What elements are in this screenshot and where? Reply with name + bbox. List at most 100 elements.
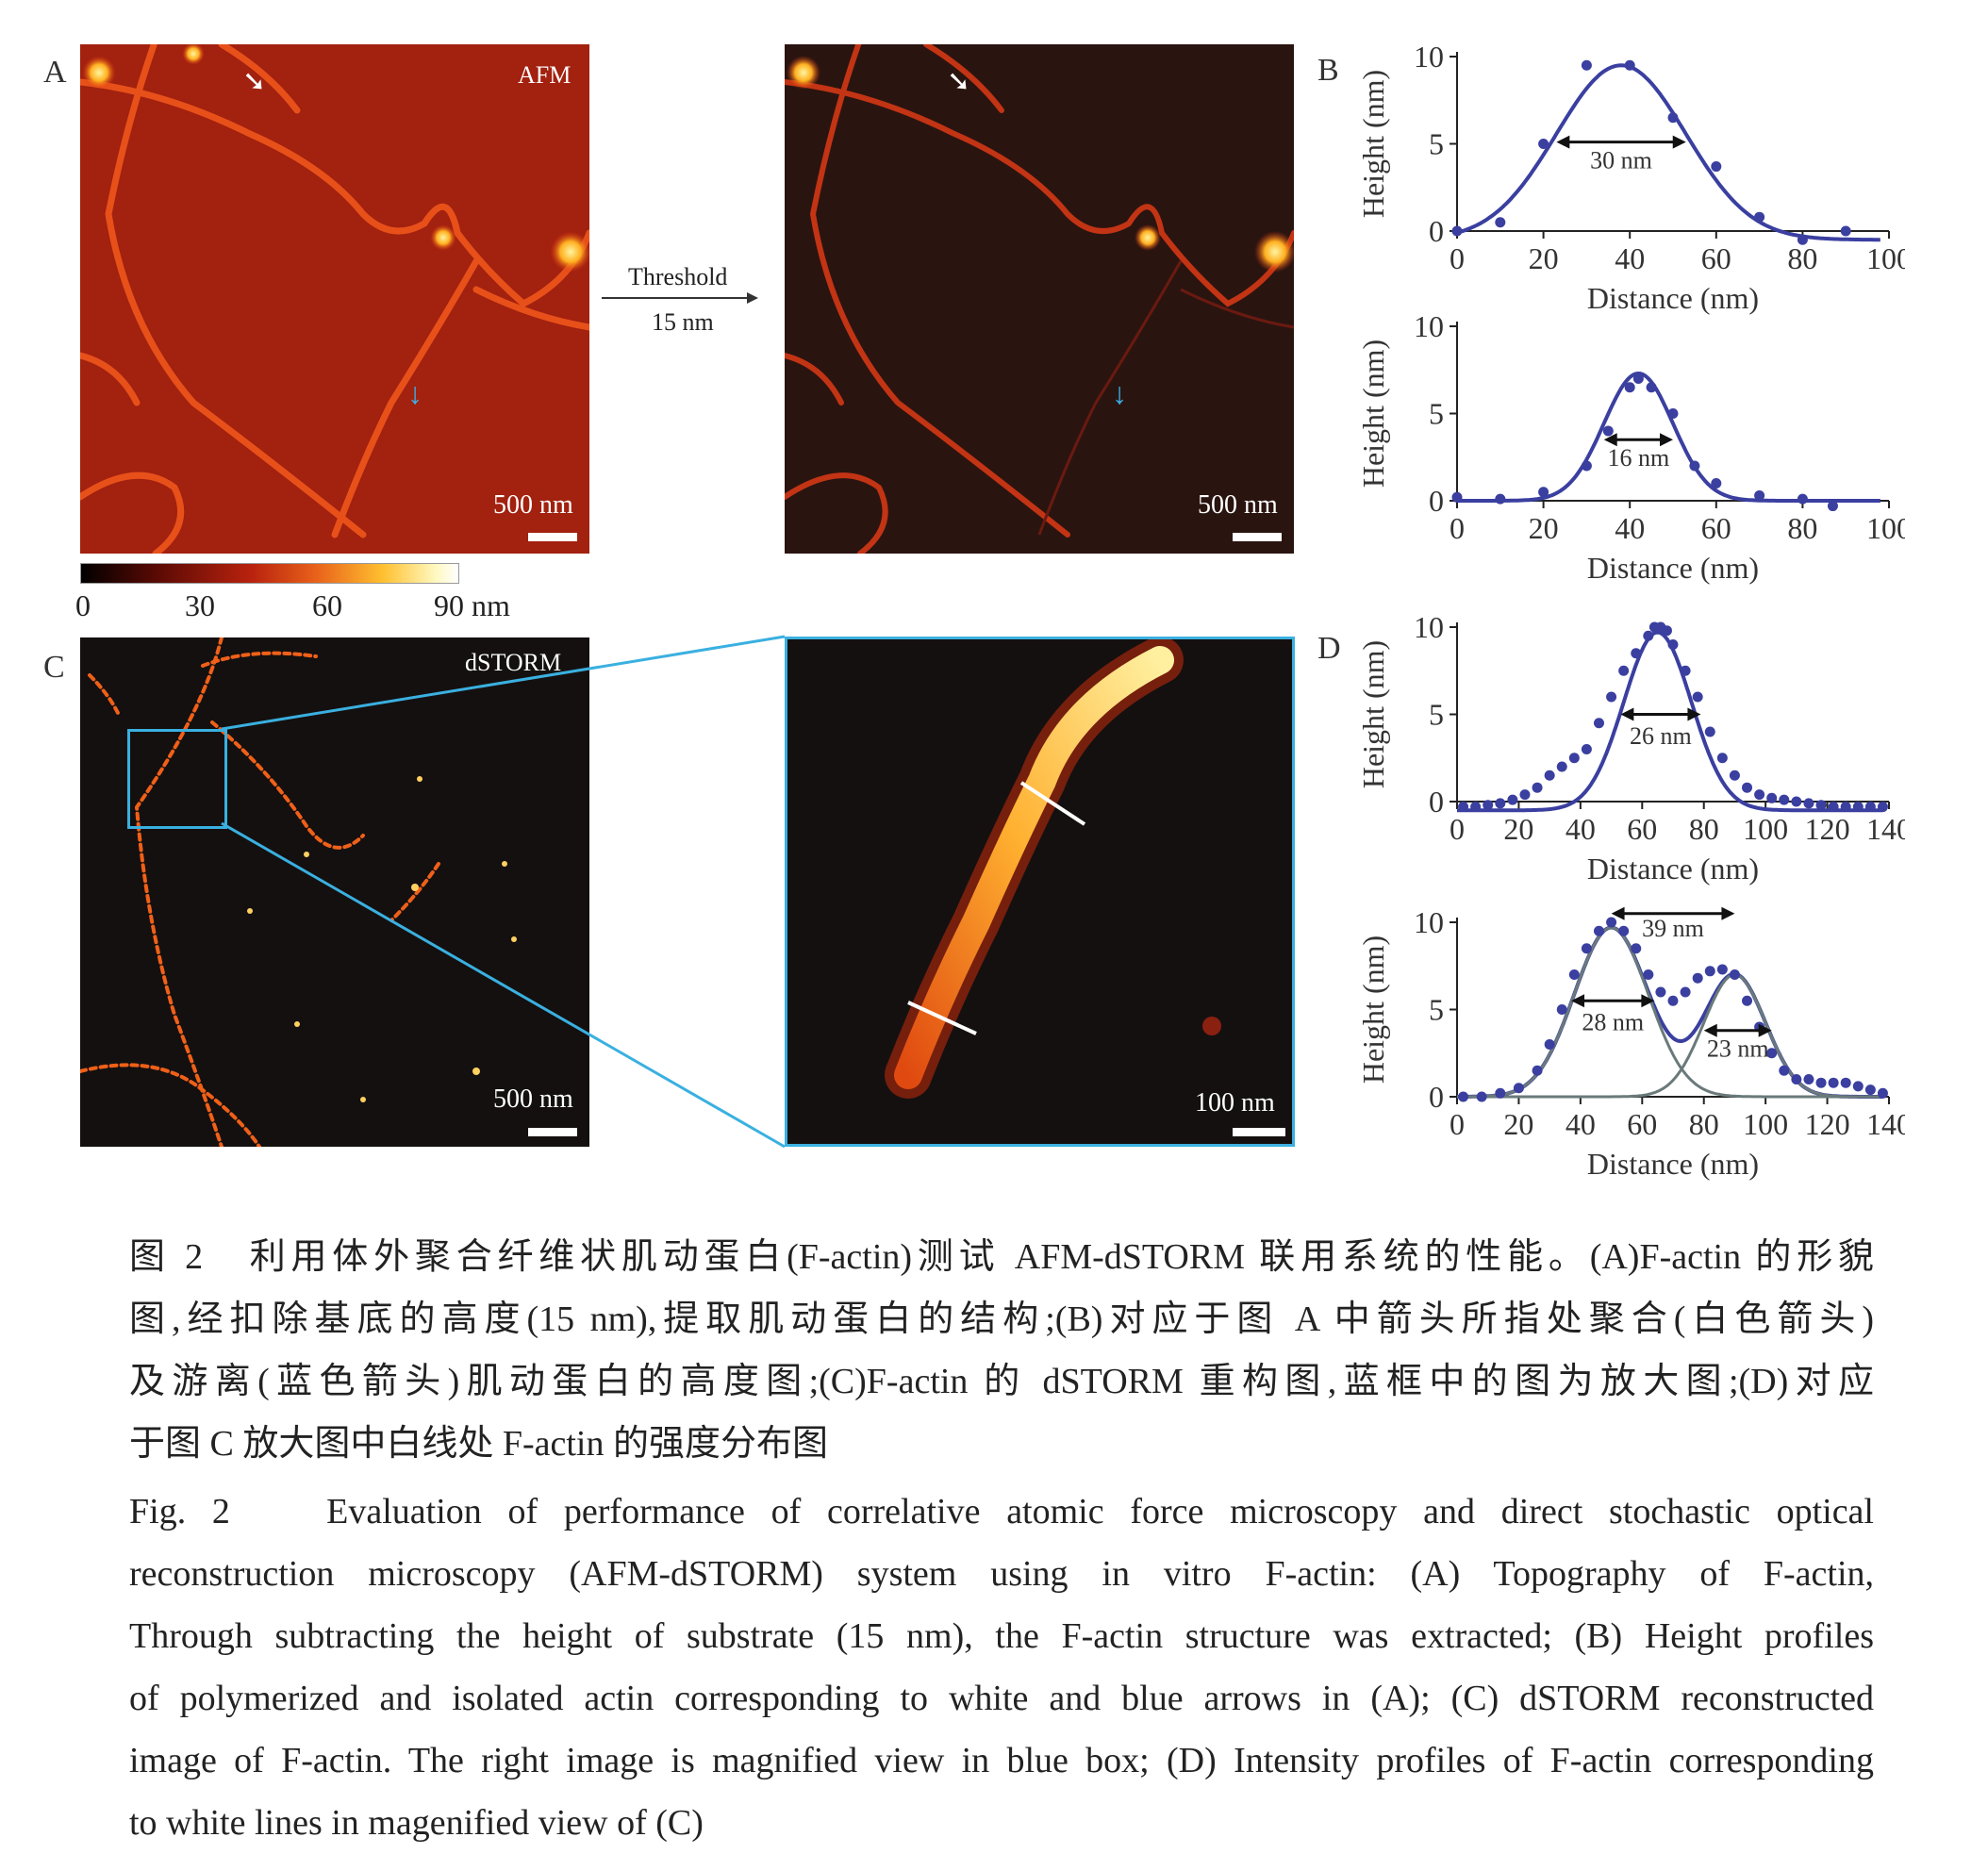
- data-point: [1538, 487, 1549, 498]
- x-tick-label: 80: [1689, 1107, 1719, 1141]
- data-point: [1877, 802, 1888, 813]
- x-axis-label: Distance (nm): [1587, 281, 1759, 315]
- fwhm-arrowhead: [1721, 906, 1735, 920]
- data-point: [1704, 726, 1715, 737]
- data-point: [1483, 800, 1494, 811]
- data-point: [1632, 373, 1644, 384]
- white-arrow-icon: ➘: [242, 66, 267, 97]
- fit-curve: [1457, 972, 1883, 1099]
- dstorm-image: dSTORM 500 nm: [80, 637, 589, 1147]
- caption-cn-line-1: 图 2 利用体外聚合纤维状肌动蛋白(F-actin)测试 AFM-dSTORM …: [129, 1237, 1874, 1277]
- threshold-arrow-icon: [602, 292, 758, 304]
- scale-label-dstorm: 500 nm: [493, 1084, 573, 1114]
- data-point: [1754, 789, 1765, 801]
- data-point: [1754, 211, 1765, 223]
- scale-label-zoom: 100 nm: [1195, 1088, 1275, 1117]
- x-tick-label: 100: [1866, 511, 1905, 545]
- fwhm-arrowhead: [1611, 906, 1625, 920]
- fwhm-label: 16 nm: [1607, 444, 1669, 472]
- x-tick-label: 40: [1615, 241, 1645, 275]
- y-tick-label: 10: [1414, 610, 1444, 644]
- y-axis-label: Height (nm): [1356, 70, 1390, 218]
- data-point: [1692, 972, 1703, 984]
- x-tick-label: 100: [1866, 241, 1905, 275]
- panel-letter-d: D: [1317, 631, 1341, 666]
- data-point: [1618, 925, 1630, 936]
- caption-cn-line-4: 于图 C 放大图中白线处 F-actin 的强度分布图: [129, 1424, 828, 1464]
- fwhm-arrowhead: [1641, 994, 1655, 1008]
- x-tick-label: 80: [1787, 511, 1817, 545]
- fwhm-arrowhead: [1660, 433, 1673, 447]
- data-point: [1680, 986, 1691, 998]
- data-point: [1643, 630, 1654, 641]
- x-axis-label: Distance (nm): [1587, 551, 1759, 585]
- caption-en-line-2: reconstruction microscopy (AFM-dSTORM) s…: [129, 1554, 1874, 1594]
- x-tick-label: 60: [1701, 511, 1731, 545]
- data-point: [1458, 802, 1469, 813]
- caption-en-line-4: of polymerized and isolated actin corres…: [129, 1679, 1874, 1718]
- data-point: [1754, 489, 1765, 501]
- fit-curve: [1457, 371, 1880, 503]
- data-point: [1729, 969, 1740, 980]
- white-arrow-icon: ➘: [947, 66, 971, 97]
- scale-bar-zoom: [1233, 1128, 1285, 1136]
- data-point: [1661, 625, 1672, 637]
- data-point: [1711, 161, 1722, 173]
- fit-curve: [1457, 926, 1883, 1099]
- data-point: [1451, 491, 1463, 503]
- fwhm-arrowhead: [1672, 135, 1686, 149]
- caption-en-line-6: to white lines in magenified view of (C): [129, 1803, 704, 1843]
- data-point: [1495, 1087, 1506, 1099]
- fwhm-arrowhead: [1620, 707, 1634, 721]
- fwhm-arrowhead: [1571, 994, 1585, 1008]
- scale-bar-dstorm: [528, 1128, 577, 1136]
- data-point: [1840, 225, 1851, 237]
- x-tick-label: 0: [1450, 1107, 1465, 1141]
- data-point: [1840, 802, 1851, 813]
- x-tick-label: 100: [1743, 812, 1788, 846]
- blue-arrow-icon: ↓: [407, 376, 422, 410]
- colorbar: [80, 563, 459, 584]
- fwhm-label: 39 nm: [1642, 915, 1704, 942]
- data-point: [1646, 382, 1657, 393]
- data-point: [1643, 969, 1654, 980]
- data-point: [1729, 770, 1740, 781]
- plot-b-top: 0 20 40 60 80 100 0 5 10 Distance (nm) Height (nm)…: [1339, 38, 1912, 325]
- y-tick-label: 0: [1429, 785, 1444, 819]
- data-point: [1779, 794, 1790, 805]
- data-point: [1864, 1084, 1876, 1096]
- data-point: [1815, 800, 1827, 811]
- x-tick-label: 20: [1503, 1107, 1533, 1141]
- caption-en-line-3: Through subtracting the height of substr…: [129, 1616, 1874, 1656]
- fwhm-arrowhead: [1603, 433, 1617, 447]
- data-point: [1852, 1081, 1864, 1092]
- data-point: [1779, 1065, 1790, 1076]
- fit-curve: [1456, 63, 1880, 242]
- zoom-connector-lines: [221, 635, 786, 1149]
- afm-raw-filaments: [80, 44, 589, 554]
- data-point: [1803, 798, 1814, 809]
- blue-arrow-icon: ↓: [1112, 376, 1127, 410]
- x-tick-label: 40: [1566, 812, 1596, 846]
- x-tick-label: 0: [1450, 241, 1465, 275]
- data-point: [1538, 139, 1549, 149]
- panel-letter-b: B: [1317, 53, 1339, 88]
- fwhm-arrowhead: [1758, 1023, 1772, 1037]
- afm-label: AFM: [518, 61, 572, 89]
- x-tick-label: 60: [1627, 1107, 1657, 1141]
- data-point: [1606, 917, 1617, 928]
- data-point: [1513, 1083, 1524, 1094]
- data-point: [1556, 1004, 1567, 1015]
- plot-d-bottom: 0 20 40 60 80 100 120 140 0 5 10 Distance (nm) Heigh…: [1339, 903, 1912, 1191]
- x-tick-label: 0: [1450, 511, 1465, 545]
- afm-threshold-image: ➘ ↓ 500 nm: [785, 44, 1294, 554]
- afm-threshold-filaments: [785, 44, 1294, 554]
- data-point: [1828, 1077, 1839, 1088]
- data-point: [1742, 782, 1753, 793]
- data-point: [1803, 1074, 1814, 1084]
- y-axis-label: Height (nm): [1356, 935, 1390, 1084]
- colorbar-tick-30: 30: [185, 588, 215, 622]
- data-point: [1470, 802, 1482, 813]
- y-tick-label: 10: [1414, 40, 1444, 74]
- data-point: [1631, 943, 1642, 954]
